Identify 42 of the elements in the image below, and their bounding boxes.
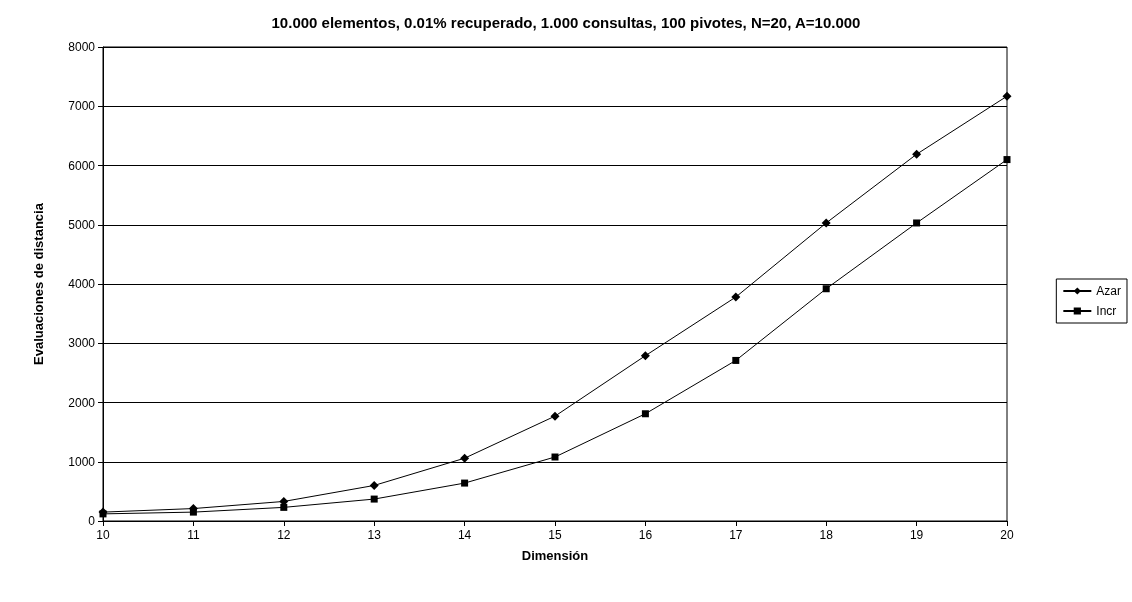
x-tick-label: 10 — [96, 528, 110, 542]
point — [912, 149, 922, 159]
point — [1003, 156, 1011, 164]
y-tick-label: 5000 — [68, 217, 96, 232]
y-axis-title: Evaluaciones de distancia — [31, 202, 46, 365]
point — [913, 219, 921, 227]
y-tick-label: 2000 — [68, 395, 96, 410]
x-tick-label: 17 — [729, 528, 743, 542]
x-tick-label: 20 — [1000, 528, 1014, 542]
x-tick-label: 16 — [638, 528, 653, 542]
legend-label: Azar — [1096, 284, 1122, 298]
point — [821, 218, 831, 228]
x-axis-title: Dimensión — [521, 548, 589, 563]
legend-label: Incr — [1096, 304, 1117, 318]
point — [822, 285, 830, 293]
y-tick-label: 6000 — [68, 158, 96, 173]
x-tick-label: 13 — [367, 528, 382, 542]
point — [641, 410, 649, 418]
x-tick-label: 15 — [548, 528, 562, 542]
point — [280, 503, 288, 511]
y-tick-label: 1000 — [68, 454, 96, 469]
point — [460, 453, 470, 463]
y-tick-label: 7000 — [68, 99, 96, 114]
y-tick-label: 0 — [88, 514, 96, 528]
point — [640, 351, 650, 361]
y-tick-label: 3000 — [68, 336, 96, 351]
point — [732, 356, 740, 364]
point — [550, 411, 560, 421]
y-tick-label: 8000 — [68, 40, 96, 54]
point — [461, 479, 469, 487]
point — [369, 480, 379, 490]
x-tick-label: 14 — [457, 528, 472, 542]
y-tick-label: 4000 — [68, 277, 96, 291]
x-tick-label: 12 — [277, 528, 291, 542]
point — [551, 453, 559, 461]
chart-title: 10.000 elementos, 0.01% recuperado, 1.000 consultas, 100 pivotes, N=20, A=10.000 — [271, 14, 861, 31]
x-tick-label: 11 — [187, 528, 200, 542]
x-tick-label: 19 — [909, 528, 924, 542]
point — [731, 292, 741, 302]
point — [1002, 91, 1012, 101]
point — [370, 495, 378, 503]
x-tick-label: 18 — [819, 528, 834, 542]
